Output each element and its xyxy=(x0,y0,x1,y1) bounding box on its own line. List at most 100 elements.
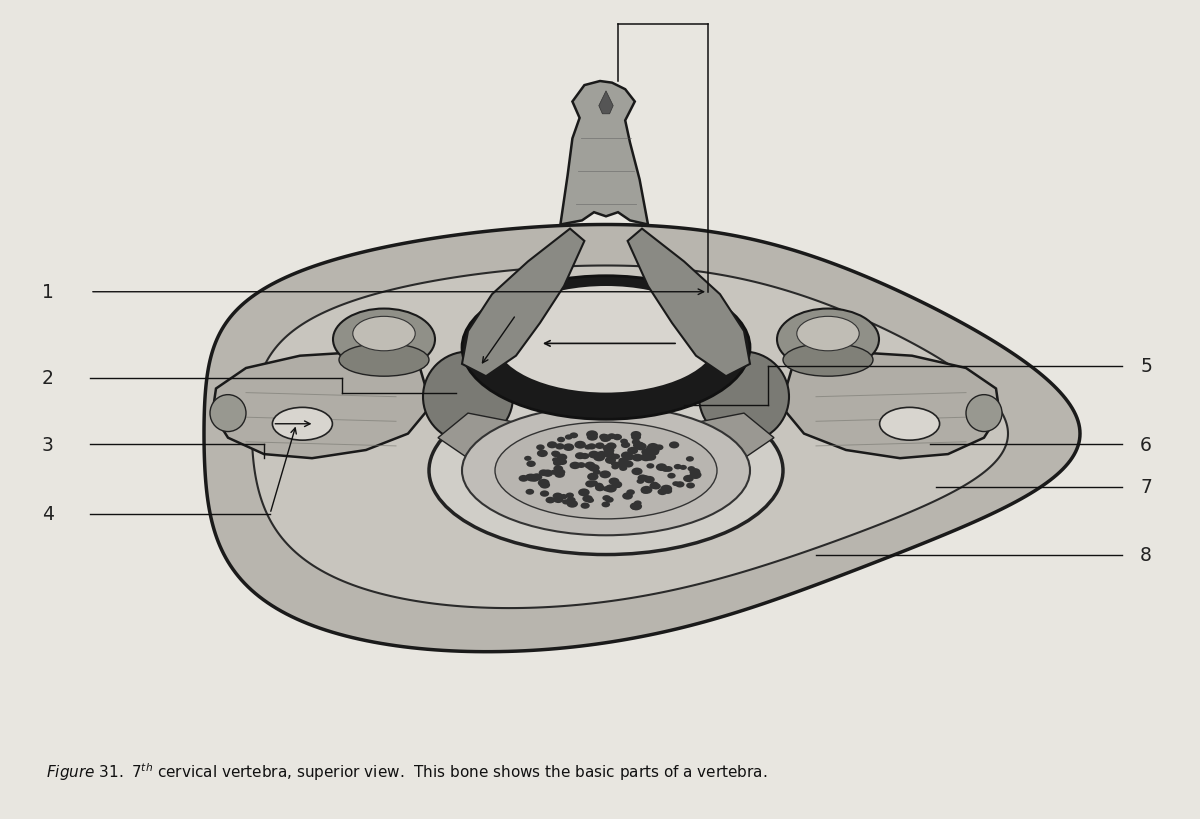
Circle shape xyxy=(692,473,700,479)
Polygon shape xyxy=(462,229,584,377)
Circle shape xyxy=(634,500,642,506)
Polygon shape xyxy=(672,414,774,459)
Circle shape xyxy=(605,497,613,503)
Circle shape xyxy=(586,431,598,439)
Circle shape xyxy=(565,493,574,499)
Circle shape xyxy=(577,463,586,468)
Circle shape xyxy=(570,433,578,439)
Circle shape xyxy=(620,452,632,459)
Ellipse shape xyxy=(496,287,718,393)
Text: 2: 2 xyxy=(42,369,54,388)
Circle shape xyxy=(587,473,599,481)
Circle shape xyxy=(672,482,679,486)
Circle shape xyxy=(540,482,550,489)
Circle shape xyxy=(584,462,595,469)
Circle shape xyxy=(624,454,635,461)
Polygon shape xyxy=(252,266,1008,609)
Circle shape xyxy=(532,473,542,482)
Circle shape xyxy=(626,490,635,495)
Text: 3: 3 xyxy=(42,435,54,455)
Circle shape xyxy=(558,459,568,465)
Circle shape xyxy=(526,474,535,481)
Circle shape xyxy=(566,497,576,504)
Circle shape xyxy=(552,451,560,458)
Circle shape xyxy=(647,464,654,469)
Ellipse shape xyxy=(353,317,415,351)
Ellipse shape xyxy=(334,309,436,370)
Circle shape xyxy=(601,502,610,508)
Polygon shape xyxy=(204,225,1080,652)
Circle shape xyxy=(649,482,659,490)
Circle shape xyxy=(660,485,672,493)
Ellipse shape xyxy=(797,317,859,351)
Circle shape xyxy=(595,443,605,450)
Text: 1: 1 xyxy=(42,283,54,302)
Polygon shape xyxy=(438,414,540,459)
Circle shape xyxy=(631,440,641,446)
Circle shape xyxy=(683,475,694,482)
Circle shape xyxy=(605,485,617,493)
Circle shape xyxy=(595,485,605,491)
Circle shape xyxy=(686,456,694,462)
Polygon shape xyxy=(599,92,613,115)
Ellipse shape xyxy=(782,344,872,377)
Ellipse shape xyxy=(880,408,940,441)
Circle shape xyxy=(527,474,538,482)
Text: 7: 7 xyxy=(1140,477,1152,497)
Ellipse shape xyxy=(340,344,430,377)
Ellipse shape xyxy=(430,387,784,555)
Circle shape xyxy=(553,460,562,467)
Circle shape xyxy=(646,446,655,452)
Ellipse shape xyxy=(462,277,750,420)
Circle shape xyxy=(688,467,695,472)
Circle shape xyxy=(602,495,611,501)
Circle shape xyxy=(600,437,610,442)
Circle shape xyxy=(644,454,656,461)
Circle shape xyxy=(563,444,574,451)
Circle shape xyxy=(640,454,652,462)
Circle shape xyxy=(650,482,659,487)
Circle shape xyxy=(652,449,660,454)
Circle shape xyxy=(588,464,600,472)
Circle shape xyxy=(538,479,550,487)
Polygon shape xyxy=(628,229,750,377)
Circle shape xyxy=(530,477,539,482)
Circle shape xyxy=(650,450,659,456)
Circle shape xyxy=(605,457,616,464)
Circle shape xyxy=(588,451,600,459)
Circle shape xyxy=(630,503,641,510)
Circle shape xyxy=(559,495,568,500)
Circle shape xyxy=(587,464,596,471)
Ellipse shape xyxy=(462,406,750,536)
Circle shape xyxy=(556,444,564,450)
Circle shape xyxy=(631,432,641,439)
Circle shape xyxy=(570,462,581,469)
Circle shape xyxy=(602,486,611,492)
Circle shape xyxy=(644,477,655,484)
Circle shape xyxy=(581,503,589,509)
Circle shape xyxy=(527,461,536,468)
Circle shape xyxy=(668,442,679,449)
Circle shape xyxy=(611,462,618,467)
Circle shape xyxy=(575,441,586,449)
Circle shape xyxy=(690,471,702,479)
Circle shape xyxy=(619,466,628,472)
Circle shape xyxy=(575,453,586,459)
Circle shape xyxy=(546,497,556,504)
Ellipse shape xyxy=(496,423,718,519)
Circle shape xyxy=(636,479,644,484)
Circle shape xyxy=(612,482,623,489)
Circle shape xyxy=(631,468,642,476)
Circle shape xyxy=(679,465,686,470)
Circle shape xyxy=(641,486,653,495)
Circle shape xyxy=(611,464,619,470)
Circle shape xyxy=(664,488,672,495)
Circle shape xyxy=(557,437,565,443)
Circle shape xyxy=(632,455,643,462)
Circle shape xyxy=(618,458,626,464)
Circle shape xyxy=(587,444,596,450)
Circle shape xyxy=(556,469,565,476)
Circle shape xyxy=(628,447,638,455)
Circle shape xyxy=(623,461,634,468)
Circle shape xyxy=(545,472,552,477)
